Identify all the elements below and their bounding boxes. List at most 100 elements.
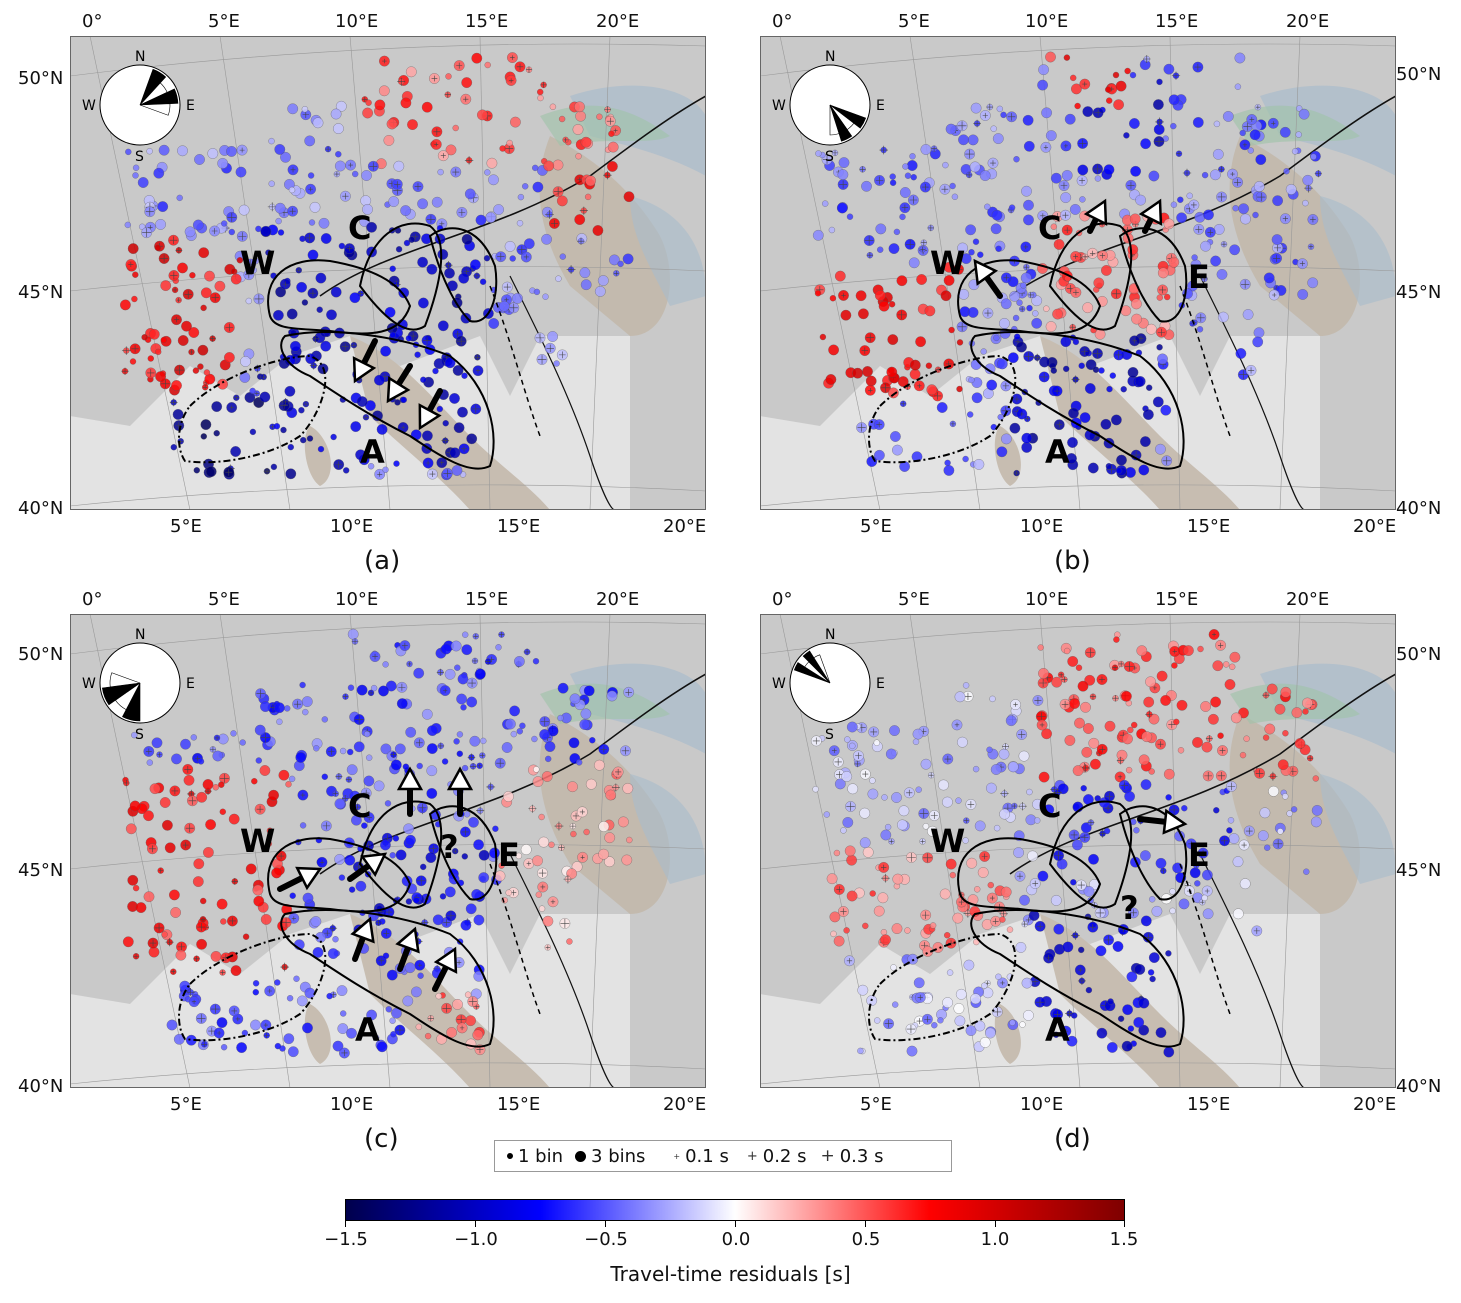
station-dot	[1127, 1025, 1135, 1032]
station-dot	[1272, 195, 1283, 207]
station-dot	[1067, 656, 1079, 667]
station-dot	[999, 808, 1010, 820]
station-dot	[814, 290, 822, 297]
uncertainty-cross	[433, 128, 441, 136]
station-dot	[532, 181, 544, 193]
outline-dashdot	[868, 932, 1017, 1042]
station-dot	[834, 778, 846, 790]
station-dot	[899, 187, 911, 198]
station-dot	[154, 244, 162, 251]
uncertainty-cross	[1073, 254, 1078, 259]
station-dot	[1079, 412, 1091, 423]
uncertainty-cross	[1070, 831, 1078, 839]
station-dot	[1021, 185, 1032, 197]
station-dot	[1113, 99, 1124, 111]
station-dot	[862, 366, 873, 377]
station-dot	[370, 684, 378, 692]
station-dot	[825, 374, 837, 385]
uncertainty-cross	[546, 344, 554, 352]
station-dot	[949, 182, 956, 190]
station-dot	[355, 449, 366, 461]
station-dot	[512, 293, 523, 304]
uncertainty-cross	[1255, 105, 1260, 110]
station-dot	[999, 916, 1006, 923]
station-dot	[1084, 383, 1096, 394]
uncertainty-cross	[372, 653, 378, 660]
station-dot	[402, 995, 414, 1007]
station-dot	[1262, 734, 1270, 741]
station-dot	[462, 631, 469, 638]
uncertainty-cross	[1000, 789, 1009, 798]
station-dot	[955, 988, 967, 1000]
station-dot	[498, 862, 505, 869]
uncertainty-cross	[973, 119, 981, 128]
station-dot	[1016, 299, 1023, 306]
uncertainty-cross	[1039, 679, 1048, 688]
compass-label-n: N	[135, 627, 145, 643]
uncertainty-cross	[294, 700, 302, 708]
uncertainty-cross	[1314, 170, 1322, 178]
station-dot	[411, 986, 422, 998]
station-dot	[307, 249, 319, 261]
station-dot	[287, 103, 299, 115]
uncertainty-cross	[142, 228, 152, 238]
station-dot	[995, 245, 1002, 252]
station-dot	[157, 201, 169, 212]
station-dot	[302, 708, 309, 716]
station-dot	[1298, 108, 1310, 120]
uncertainty-cross	[1241, 842, 1247, 848]
uncertainty-cross	[158, 868, 163, 873]
station-dot	[376, 1041, 388, 1053]
station-dot	[553, 360, 560, 367]
station-dot	[160, 336, 167, 344]
map-frame	[70, 36, 706, 510]
top-lon-label: 5°E	[898, 589, 930, 610]
station-dot	[190, 734, 197, 741]
station-dot	[915, 786, 922, 793]
uncertainty-cross	[121, 346, 131, 355]
uncertainty-cross	[281, 918, 291, 928]
uncertainty-cross	[526, 861, 532, 866]
station-dot	[426, 788, 438, 799]
station-dot	[892, 1001, 899, 1008]
fault-line	[509, 853, 616, 1088]
station-dot	[349, 790, 361, 802]
station-dot	[888, 243, 900, 254]
station-dot	[1157, 353, 1168, 365]
uncertainty-cross	[580, 855, 585, 860]
station-dot	[1090, 758, 1101, 770]
map-frame	[760, 36, 1396, 510]
uncertainty-cross	[378, 957, 385, 964]
uncertainty-cross	[1081, 347, 1089, 356]
uncertainty-cross	[453, 848, 458, 854]
uncertainty-cross	[906, 1024, 916, 1034]
station-dot	[1232, 856, 1244, 868]
uncertainty-cross	[231, 878, 239, 885]
station-dot	[414, 351, 421, 358]
region-outlines	[868, 800, 1231, 1048]
uncertainty-cross	[859, 166, 866, 173]
station-dot	[1071, 1012, 1078, 1019]
station-dot	[131, 731, 138, 739]
station-dot	[960, 253, 972, 264]
compass-label-s: S	[825, 149, 834, 165]
uncertainty-cross	[1086, 648, 1095, 657]
bottom-lon-label: 5°E	[860, 1094, 892, 1115]
uncertainty-cross	[1099, 253, 1106, 259]
uncertainty-cross	[1023, 244, 1029, 250]
station-dot	[470, 259, 481, 271]
uncertainty-cross	[200, 917, 206, 922]
station-dot	[302, 892, 314, 904]
station-dot	[188, 327, 200, 338]
flow-arrows	[1137, 808, 1188, 835]
uncertainty-cross	[362, 789, 370, 797]
colorbar-tick-label: −1.5	[324, 1229, 368, 1250]
station-dot	[1302, 697, 1313, 709]
station-dot	[1282, 793, 1289, 800]
compass-label-w: W	[772, 98, 786, 114]
uncertainty-cross	[1157, 328, 1165, 336]
station-dot	[433, 358, 445, 369]
uncertainty-cross	[225, 468, 233, 476]
station-dot	[1116, 454, 1127, 466]
uncertainty-cross	[131, 345, 139, 353]
